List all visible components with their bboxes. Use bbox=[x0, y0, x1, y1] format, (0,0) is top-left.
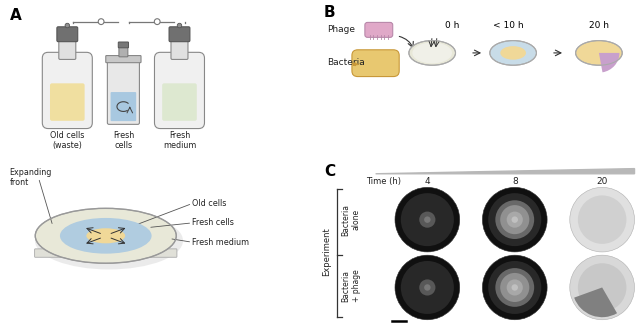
Circle shape bbox=[424, 284, 431, 291]
Text: Bacteria
alone: Bacteria alone bbox=[342, 203, 361, 236]
Circle shape bbox=[578, 195, 626, 244]
Text: Fresh
cells: Fresh cells bbox=[113, 131, 134, 150]
Ellipse shape bbox=[412, 42, 452, 63]
Ellipse shape bbox=[501, 46, 526, 60]
FancyBboxPatch shape bbox=[119, 47, 128, 57]
Circle shape bbox=[488, 193, 541, 246]
Text: C: C bbox=[324, 164, 335, 179]
FancyBboxPatch shape bbox=[59, 39, 76, 59]
Text: Bacteria: Bacteria bbox=[327, 58, 365, 67]
FancyBboxPatch shape bbox=[365, 22, 393, 37]
Circle shape bbox=[483, 255, 547, 320]
FancyBboxPatch shape bbox=[50, 83, 85, 121]
Circle shape bbox=[506, 212, 523, 228]
Text: B: B bbox=[324, 5, 335, 20]
FancyBboxPatch shape bbox=[111, 92, 137, 121]
Circle shape bbox=[500, 273, 529, 302]
Ellipse shape bbox=[576, 41, 622, 65]
Circle shape bbox=[98, 19, 104, 25]
FancyBboxPatch shape bbox=[352, 50, 399, 77]
Text: Old cells
(waste): Old cells (waste) bbox=[50, 131, 85, 150]
Wedge shape bbox=[599, 53, 619, 72]
Text: Fresh
medium: Fresh medium bbox=[163, 131, 196, 150]
Ellipse shape bbox=[60, 218, 152, 254]
Text: 4: 4 bbox=[424, 177, 430, 186]
Circle shape bbox=[578, 263, 626, 312]
Circle shape bbox=[488, 261, 541, 314]
FancyBboxPatch shape bbox=[169, 27, 190, 42]
Ellipse shape bbox=[35, 208, 176, 263]
Circle shape bbox=[570, 187, 635, 252]
Circle shape bbox=[483, 187, 547, 252]
Text: Fresh cells: Fresh cells bbox=[192, 218, 234, 227]
Circle shape bbox=[495, 200, 534, 239]
Text: Bacteria
+ phage: Bacteria + phage bbox=[342, 269, 361, 302]
Text: A: A bbox=[10, 8, 21, 23]
FancyBboxPatch shape bbox=[35, 249, 177, 257]
Circle shape bbox=[419, 212, 435, 228]
FancyBboxPatch shape bbox=[154, 52, 204, 129]
Circle shape bbox=[395, 187, 460, 252]
FancyBboxPatch shape bbox=[108, 57, 140, 124]
Ellipse shape bbox=[35, 212, 183, 269]
Ellipse shape bbox=[87, 228, 125, 243]
Text: 20 h: 20 h bbox=[589, 21, 609, 30]
Ellipse shape bbox=[409, 41, 456, 65]
Circle shape bbox=[512, 216, 518, 223]
Circle shape bbox=[419, 279, 435, 296]
Text: Time (h): Time (h) bbox=[366, 177, 401, 186]
Circle shape bbox=[512, 284, 518, 291]
Polygon shape bbox=[376, 169, 635, 174]
FancyBboxPatch shape bbox=[57, 27, 78, 42]
Text: Expanding
front: Expanding front bbox=[10, 168, 52, 187]
Text: Experiment: Experiment bbox=[322, 228, 331, 276]
FancyBboxPatch shape bbox=[171, 39, 188, 59]
FancyBboxPatch shape bbox=[42, 52, 92, 129]
Circle shape bbox=[424, 216, 431, 223]
Circle shape bbox=[154, 19, 160, 25]
Circle shape bbox=[177, 23, 182, 28]
Circle shape bbox=[401, 261, 454, 314]
Ellipse shape bbox=[490, 41, 537, 65]
Wedge shape bbox=[574, 287, 617, 317]
Circle shape bbox=[401, 193, 454, 246]
FancyBboxPatch shape bbox=[162, 83, 197, 121]
FancyBboxPatch shape bbox=[119, 42, 128, 48]
Text: 20: 20 bbox=[597, 177, 608, 186]
Text: Phage: Phage bbox=[327, 25, 355, 34]
Text: 0 h: 0 h bbox=[445, 21, 460, 30]
Text: 8: 8 bbox=[512, 177, 518, 186]
Circle shape bbox=[65, 23, 70, 28]
Circle shape bbox=[495, 268, 534, 307]
Circle shape bbox=[506, 279, 523, 296]
Circle shape bbox=[570, 255, 635, 320]
Text: Old cells: Old cells bbox=[192, 199, 227, 208]
Circle shape bbox=[500, 205, 529, 234]
Circle shape bbox=[395, 255, 460, 320]
Text: < 10 h: < 10 h bbox=[493, 21, 524, 30]
FancyBboxPatch shape bbox=[106, 56, 141, 63]
Text: Fresh medium: Fresh medium bbox=[192, 238, 249, 247]
